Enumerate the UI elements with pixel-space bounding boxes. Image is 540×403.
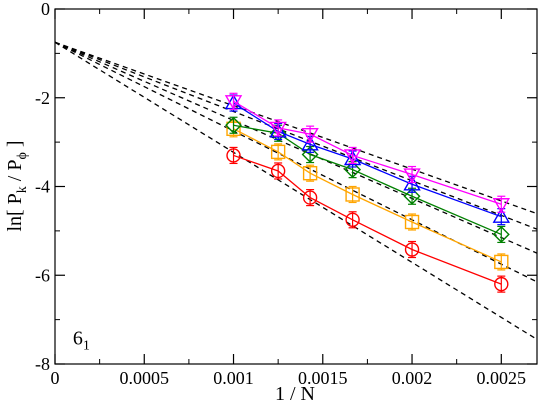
fit-line [55,41,537,215]
fit-line [55,41,537,340]
x-tick-label: 0.001 [213,368,254,388]
series-diamond [225,116,510,244]
y-tick-label: -6 [35,265,50,285]
fit-line [55,41,537,230]
fit-lines [55,41,537,340]
series-square [226,120,509,271]
data-point [404,214,420,230]
y-tick-label: -8 [35,354,50,374]
data-point [224,95,243,111]
ylabel-prefix: ln[ P [4,193,26,231]
y-axis-label: ln[ Pk / Pϕ ] [4,140,30,231]
data-point [404,242,420,257]
data-point [270,163,286,179]
data-point [301,135,319,151]
ylabel-mid: / P [4,160,26,187]
series-triangle-down [224,92,511,214]
x-axis-label: 1 / N [275,383,315,403]
data-point [301,127,319,144]
data-point [302,190,318,205]
data-point [345,187,360,202]
data-point [269,121,287,137]
y-tick-label: -2 [35,88,50,108]
data-point [403,175,421,191]
knot-type-annotation: 61 [73,327,90,353]
series-line [233,124,502,236]
data-series [224,92,511,293]
data-point [345,212,360,227]
data-point [269,122,287,138]
series-line [233,154,502,285]
x-tick-label: 0.0025 [477,368,527,388]
ylabel-sub-k: k [15,186,30,193]
data-point [270,144,286,160]
annotation-sub: 1 [83,338,90,353]
axes-ticks: 0 0.0005 0.001 0.0015 0.002 0.0025 0 -2 -4 -6 -8 [35,0,537,388]
data-point [301,146,319,164]
annotation-main: 6 [73,327,83,349]
data-point [343,149,362,165]
data-point [302,165,318,181]
data-point [226,148,241,163]
data-point [492,225,510,243]
x-tick-label: 0.0015 [298,368,348,388]
ylabel-sub-phi: ϕ [15,152,30,159]
series-line [233,102,502,218]
data-point [492,207,511,223]
data-point [403,187,421,205]
data-point [269,124,287,142]
y-tick-label: -4 [35,177,50,197]
x-tick-label: 0.0005 [120,368,170,388]
data-point [344,161,362,179]
x-tick-label: 0 [51,368,60,388]
data-point [494,254,509,270]
data-point [343,150,362,166]
data-point [494,276,509,292]
ylabel-suffix: ] [4,140,26,152]
data-point [403,168,421,184]
series-circle [226,146,509,293]
data-point [225,116,243,134]
y-tick-label: 0 [41,0,50,19]
data-point [492,198,511,214]
fit-line [55,41,537,254]
x-tick-label: 0.002 [392,368,433,388]
series-line [233,128,502,263]
series-line [233,100,502,205]
